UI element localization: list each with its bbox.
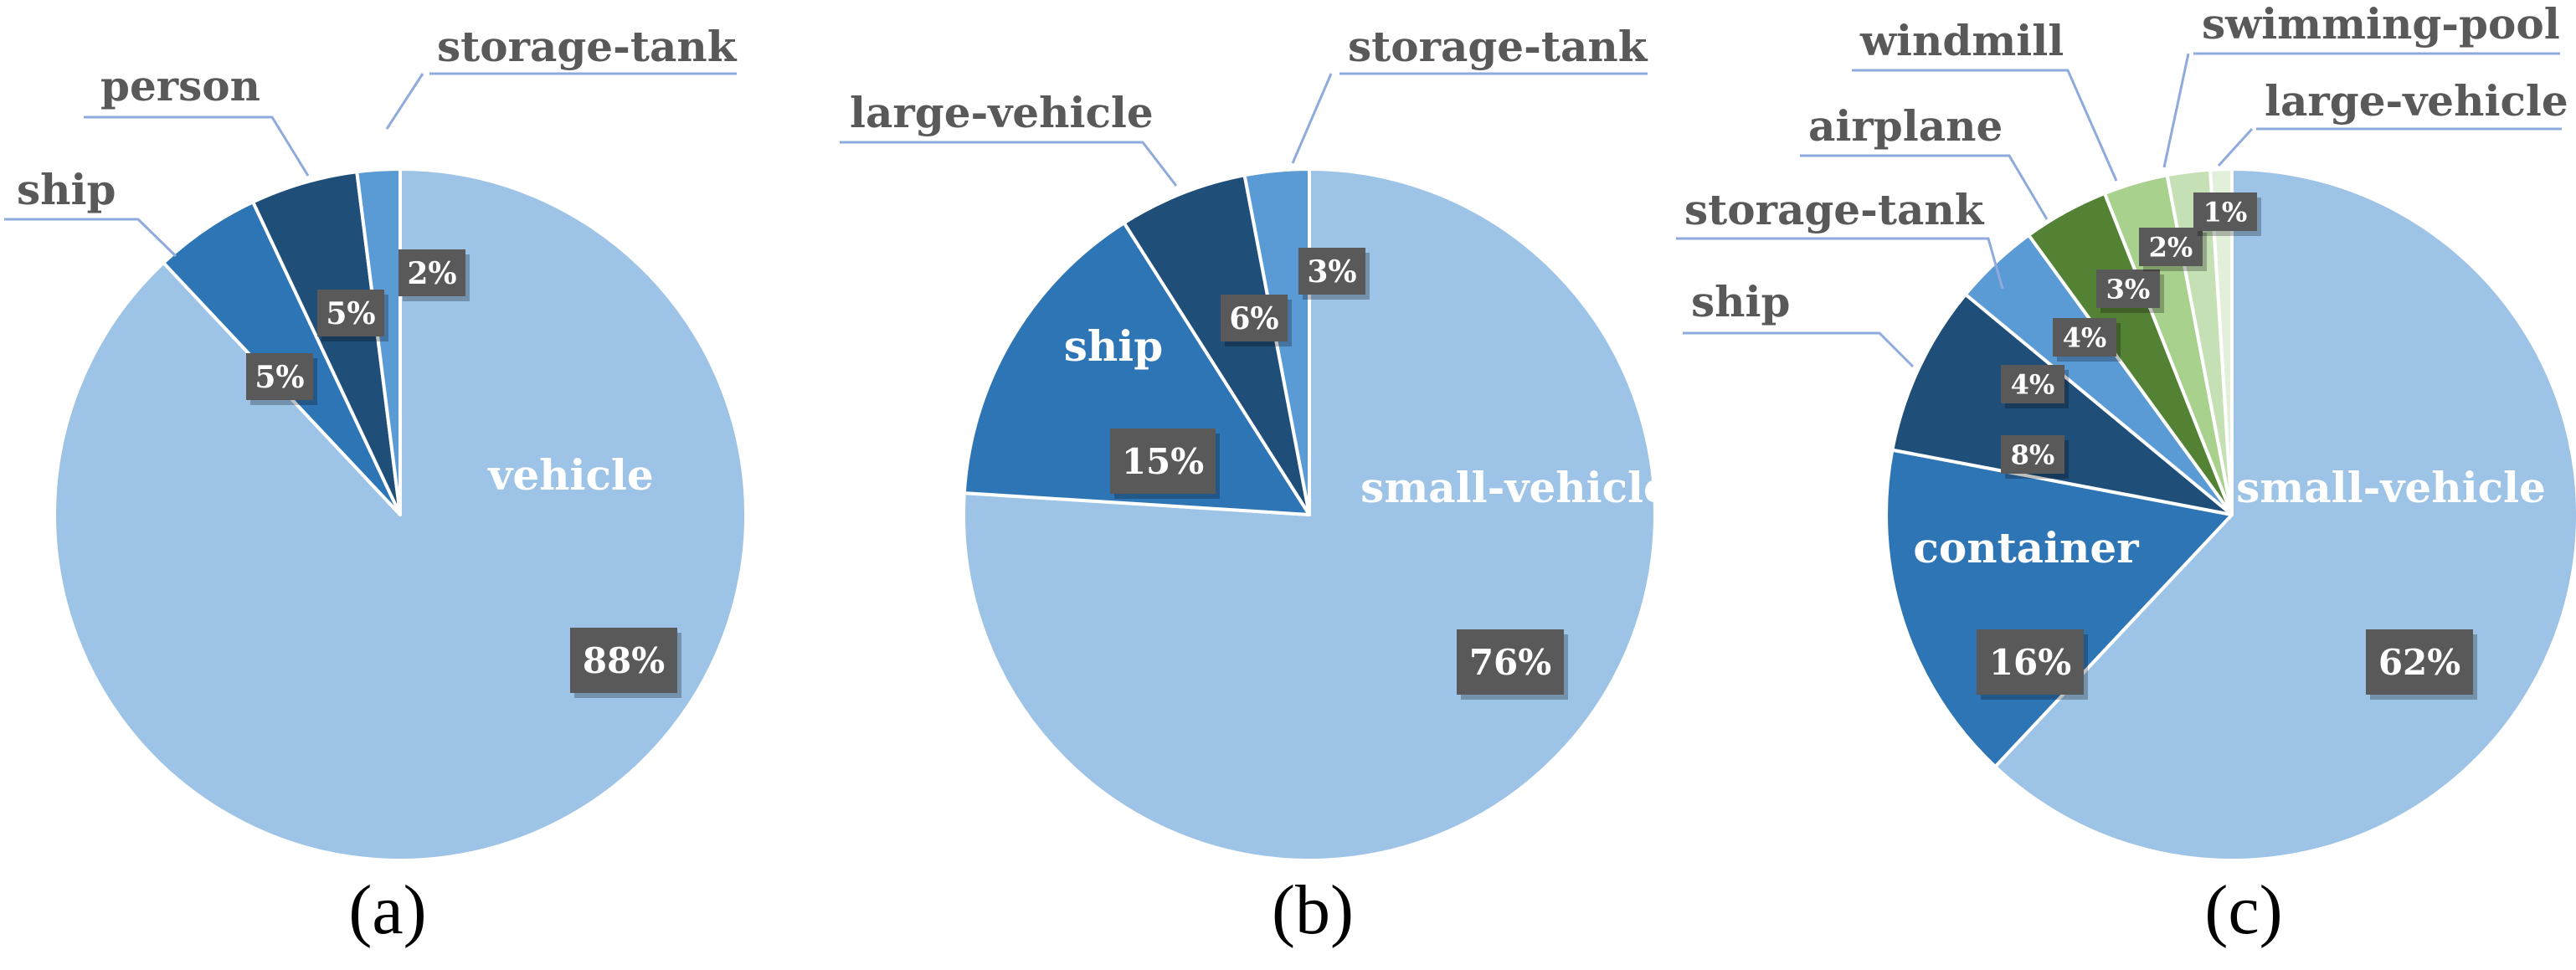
percent-label-ship: 15% (1122, 441, 1204, 482)
percent-badge-box (2001, 435, 2064, 474)
slice-label-vehicle: vehicle (487, 450, 653, 500)
percent-badge-storage-tank: 3% (1298, 248, 1370, 300)
pie-slice-large-vehicle (2208, 167, 2234, 516)
pie-slice-storage-tank (355, 167, 402, 516)
slice-label-windmill: windmill (1859, 16, 2064, 65)
percent-label-windmill: 3% (2106, 274, 2151, 305)
slice-label-person: person (100, 61, 260, 110)
slice-label-large-vehicle: large-vehicle (850, 88, 1154, 137)
leader-line-swimming-pool (2162, 53, 2190, 168)
pie-slice-container (1884, 448, 2234, 769)
percent-label-large-vehicle: 6% (1229, 301, 1278, 336)
percent-label-person: 5% (326, 296, 375, 331)
percent-badge-box (2193, 192, 2257, 231)
percent-badge-box (570, 628, 677, 693)
percent-label-vehicle: 88% (583, 640, 665, 681)
percent-badge-container: 16% (1977, 629, 2088, 700)
slice-label-storage-tank: storage-tank (1684, 185, 1985, 234)
percent-badge-box (1298, 248, 1365, 295)
percent-label-large-vehicle: 1% (2203, 197, 2248, 228)
percent-badge-ship: 5% (246, 353, 317, 405)
leader-line-ship (4, 218, 177, 258)
leader-line-storage-tank (1291, 73, 1333, 164)
leader-line-ship (1683, 331, 1915, 368)
percent-badge-swimming-pool: 2% (2139, 228, 2207, 271)
pie-chart-1: ship person storage-tank vehicle 88% 5% 5% 2% (a… (4, 22, 748, 949)
slice-label-ship: ship (1064, 321, 1163, 371)
chart-caption: (a) (348, 871, 426, 949)
slice-label-airplane: airplane (1808, 101, 2003, 151)
percent-label-airplane: 4% (2063, 322, 2107, 354)
percent-label-ship: 5% (255, 360, 304, 395)
leader-line-windmill (1852, 69, 2118, 182)
percent-label-ship: 8% (2011, 439, 2055, 471)
percent-badge-box (317, 290, 384, 336)
percent-label-small-vehicle: 62% (2378, 642, 2460, 683)
slice-label-ship: ship (17, 165, 116, 214)
percent-label-swimming-pool: 2% (2149, 232, 2193, 264)
percent-badge-windmill: 3% (2096, 269, 2164, 313)
percent-badge-box (2096, 269, 2160, 308)
percent-badge-storage-tank: 2% (398, 249, 470, 301)
percent-badge-ship: 8% (2001, 435, 2069, 479)
slice-label-container: container (1913, 523, 2139, 572)
slice-label-large-vehicle: large-vehicle (2265, 76, 2568, 126)
percent-badge-small-vehicle: 76% (1457, 629, 1568, 700)
percent-badge-box (398, 249, 465, 296)
pie-slice-storage-tank (1242, 167, 1311, 516)
percent-badge-box (2053, 318, 2116, 357)
percent-label-storage-tank: 3% (1307, 254, 1356, 290)
chart-caption: (c) (2204, 871, 2282, 949)
leader-line-large-vehicle (2217, 127, 2254, 167)
percent-badge-box (2001, 365, 2064, 403)
percent-badge-box (2139, 228, 2203, 266)
leader-line-person (84, 115, 310, 177)
percent-badge-ship: 15% (1110, 429, 1220, 499)
percent-badge-vehicle: 88% (570, 628, 681, 698)
percent-label-storage-tank: 2% (407, 256, 456, 291)
percent-badge-box (1221, 295, 1288, 341)
slice-label-small-vehicle: small-vehicle (2236, 463, 2546, 512)
percent-badge-box (1977, 629, 2084, 695)
percent-badge-box (1457, 629, 1564, 695)
pie-chart-2: large-vehicle storage-tank small-vehicle 76… (840, 22, 1670, 949)
percent-badge-large-vehicle: 6% (1221, 295, 1292, 346)
leader-line-airplane (1800, 154, 2049, 220)
percent-badge-box (1110, 429, 1216, 494)
leader-line-storage-tank (1676, 237, 2004, 290)
percent-badge-box (246, 353, 313, 400)
percent-label-container: 16% (1989, 642, 2071, 683)
chart-caption: (b) (1272, 871, 1354, 949)
percent-badge-box (2366, 629, 2473, 695)
percent-badge-large-vehicle: 1% (2193, 192, 2261, 236)
slice-label-swimming-pool: swimming-pool (2202, 0, 2560, 49)
slice-label-small-vehicle: small-vehicle (1360, 463, 1670, 512)
pie-slice-ship (1890, 292, 2234, 516)
percent-badge-person: 5% (317, 290, 388, 341)
pie-slice-ship (962, 221, 1311, 516)
slice-label-storage-tank: storage-tank (1348, 22, 1648, 71)
percent-badge-airplane: 4% (2053, 318, 2121, 362)
percent-badge-small-vehicle: 62% (2366, 629, 2477, 700)
percent-label-small-vehicle: 76% (1469, 642, 1551, 683)
percent-badge-storage-tank: 4% (2001, 365, 2069, 408)
pie-chart-3: ship storage-tank airplane windmill swimming… (1676, 0, 2576, 949)
slice-label-ship: ship (1691, 277, 1790, 326)
leader-line-large-vehicle (840, 141, 1178, 187)
slice-label-storage-tank: storage-tank (437, 22, 738, 71)
pie-slice-large-vehicle (1122, 173, 1311, 516)
leader-line-storage-tank (385, 73, 424, 130)
percent-label-storage-tank: 4% (2011, 369, 2055, 401)
